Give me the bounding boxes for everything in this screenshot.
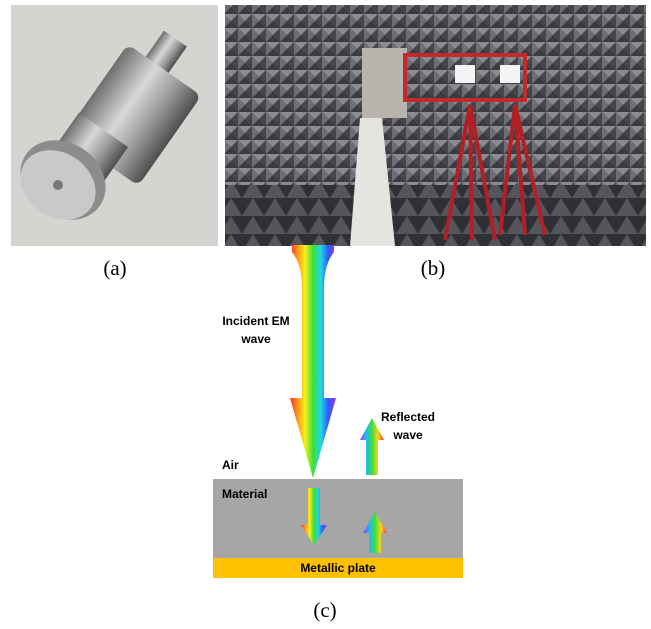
photo-connector xyxy=(5,5,218,246)
reflected-arrow xyxy=(360,418,384,475)
photo-anechoic-chamber xyxy=(225,5,646,246)
diagram: Incident EM wave Reflected wave Air Mate… xyxy=(213,245,463,578)
label: Metallic plate xyxy=(300,561,376,575)
caption: (b) xyxy=(421,256,446,280)
label: wave xyxy=(240,332,271,346)
caption: (a) xyxy=(103,256,126,280)
incident-arrow xyxy=(290,245,336,478)
caption: (c) xyxy=(313,598,336,622)
label: Reflected xyxy=(381,410,435,424)
label: Incident EM xyxy=(222,314,289,328)
figure: (a) (b) Incident EM wave Reflected wave … xyxy=(0,0,651,629)
label: wave xyxy=(392,428,423,442)
label: Air xyxy=(222,458,239,472)
label: Material xyxy=(222,487,267,501)
